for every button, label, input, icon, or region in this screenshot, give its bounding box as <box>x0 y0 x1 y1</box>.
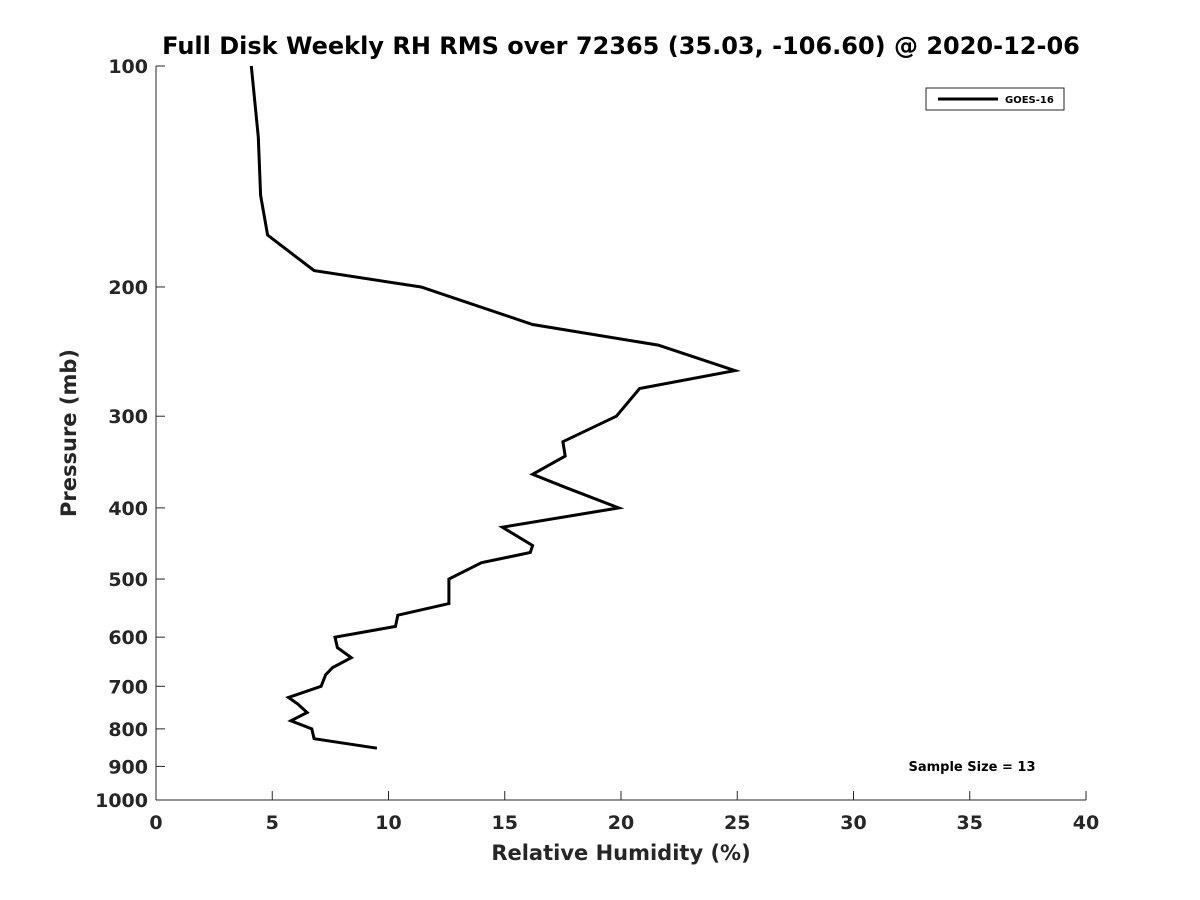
x-tick-label: 15 <box>492 812 518 834</box>
y-tick-label: 800 <box>108 719 148 741</box>
x-ticks: 0 5 10 15 20 25 30 35 40 <box>149 791 1099 834</box>
y-tick-label: 500 <box>108 569 148 591</box>
y-tick-label: 900 <box>108 756 148 778</box>
x-tick-label: 35 <box>957 812 983 834</box>
legend: GOES-16 <box>925 87 1065 111</box>
series-layer <box>249 65 741 750</box>
sample-size-annotation: Sample Size = 13 <box>908 760 1035 775</box>
y-tick-label: 700 <box>108 676 148 698</box>
y-tick-label: 100 <box>108 56 148 78</box>
x-tick-label: 25 <box>724 812 750 834</box>
x-tick-label: 30 <box>840 812 866 834</box>
x-tick-label: 20 <box>608 812 634 834</box>
plot-area: 0 5 10 15 20 25 30 35 40 100 200 300 400 500 600 700 80… <box>95 56 1099 834</box>
x-tick-label: 5 <box>266 812 279 834</box>
x-tick-label: 40 <box>1073 812 1099 834</box>
legend-label-goes-16: GOES-16 <box>1005 95 1054 106</box>
y-tick-label: 400 <box>108 498 148 520</box>
chart-title: Full Disk Weekly RH RMS over 72365 (35.0… <box>162 32 1080 60</box>
y-tick-label: 200 <box>108 277 148 299</box>
x-axis-label: Relative Humidity (%) <box>491 841 750 865</box>
x-tick-label: 10 <box>375 812 401 834</box>
x-tick-label: 0 <box>149 812 162 834</box>
y-ticks: 100 200 300 400 500 600 700 800 900 1000 <box>95 56 165 812</box>
y-axis-label: Pressure (mb) <box>57 349 81 517</box>
y-tick-label: 300 <box>108 406 148 428</box>
y-tick-label: 1000 <box>95 790 148 812</box>
y-tick-label: 600 <box>108 627 148 649</box>
series-line-goes-16 <box>249 65 741 750</box>
